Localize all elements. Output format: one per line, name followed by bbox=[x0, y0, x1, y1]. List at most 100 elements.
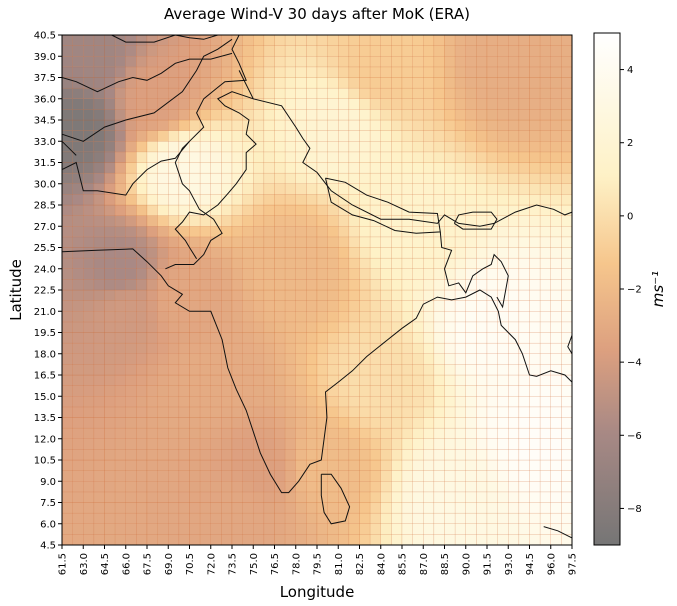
heatmap-cell bbox=[476, 512, 488, 524]
heatmap-cell bbox=[61, 374, 73, 386]
heatmap-cell bbox=[114, 215, 126, 227]
heatmap-cell bbox=[125, 87, 137, 99]
heatmap-cell bbox=[497, 342, 509, 354]
heatmap-cell bbox=[114, 311, 126, 323]
heatmap-cell bbox=[539, 523, 551, 535]
heatmap-cell bbox=[210, 141, 222, 153]
heatmap-cell bbox=[274, 332, 286, 344]
heatmap-cell bbox=[338, 438, 350, 450]
heatmap-cell bbox=[284, 162, 296, 174]
heatmap-cell bbox=[338, 162, 350, 174]
heatmap-cell bbox=[486, 34, 498, 46]
heatmap-cell bbox=[189, 162, 201, 174]
heatmap-cell bbox=[348, 523, 360, 535]
heatmap-cell bbox=[369, 427, 381, 439]
heatmap-cell bbox=[136, 215, 148, 227]
heatmap-cell bbox=[295, 385, 307, 397]
heatmap-cell bbox=[529, 481, 541, 493]
heatmap-cell bbox=[539, 406, 551, 418]
heatmap-cell bbox=[83, 321, 95, 333]
heatmap-cell bbox=[125, 396, 137, 408]
heatmap-cell bbox=[210, 77, 222, 89]
heatmap-cell bbox=[550, 512, 562, 524]
heatmap-cell bbox=[210, 502, 222, 514]
heatmap-cell bbox=[274, 268, 286, 280]
heatmap-cell bbox=[104, 87, 116, 99]
heatmap-cell bbox=[136, 396, 148, 408]
heatmap-cell bbox=[295, 427, 307, 439]
heatmap-cell bbox=[253, 204, 265, 216]
heatmap-cell bbox=[93, 56, 105, 68]
heatmap-cell bbox=[391, 427, 403, 439]
heatmap-cell bbox=[497, 56, 509, 68]
heatmap-cell bbox=[93, 247, 105, 259]
heatmap-cell bbox=[423, 226, 435, 238]
heatmap-cell bbox=[274, 109, 286, 121]
heatmap-cell bbox=[189, 470, 201, 482]
heatmap-cell bbox=[231, 247, 243, 259]
heatmap-cell bbox=[199, 162, 211, 174]
heatmap-cell bbox=[242, 427, 254, 439]
heatmap-cell bbox=[497, 183, 509, 195]
heatmap-cell bbox=[454, 268, 466, 280]
heatmap-cell bbox=[178, 481, 190, 493]
heatmap-cell bbox=[104, 162, 116, 174]
heatmap-cell bbox=[284, 534, 296, 546]
heatmap-cell bbox=[61, 342, 73, 354]
heatmap-cell bbox=[454, 342, 466, 354]
heatmap-cell bbox=[114, 491, 126, 503]
heatmap-cell bbox=[508, 374, 520, 386]
heatmap-cell bbox=[401, 247, 413, 259]
heatmap-cell bbox=[359, 45, 371, 57]
heatmap-cell bbox=[465, 449, 477, 461]
heatmap-cell bbox=[561, 427, 573, 439]
heatmap-cell bbox=[263, 215, 275, 227]
heatmap-cell bbox=[486, 311, 498, 323]
heatmap-cell bbox=[168, 109, 180, 121]
heatmap-cell bbox=[189, 109, 201, 121]
x-tick-label: 91.5 bbox=[483, 553, 494, 575]
heatmap-cell bbox=[476, 236, 488, 248]
heatmap-cell bbox=[221, 257, 233, 269]
heatmap-cell bbox=[539, 470, 551, 482]
heatmap-cell bbox=[529, 417, 541, 429]
heatmap-cell bbox=[125, 56, 137, 68]
heatmap-cell bbox=[295, 534, 307, 546]
heatmap-cell bbox=[263, 45, 275, 57]
heatmap-cell bbox=[401, 481, 413, 493]
heatmap-cell bbox=[72, 300, 84, 312]
heatmap-cell bbox=[253, 109, 265, 121]
heatmap-cell bbox=[391, 491, 403, 503]
heatmap-cell bbox=[274, 87, 286, 99]
heatmap-cell bbox=[104, 279, 116, 291]
heatmap-cell bbox=[561, 215, 573, 227]
heatmap-cell bbox=[253, 226, 265, 238]
heatmap-cell bbox=[412, 194, 424, 206]
heatmap-cell bbox=[263, 459, 275, 471]
heatmap-cell bbox=[104, 300, 116, 312]
heatmap-cell bbox=[423, 396, 435, 408]
heatmap-cell bbox=[391, 502, 403, 514]
heatmap-cell bbox=[316, 109, 328, 121]
heatmap-cell bbox=[412, 491, 424, 503]
heatmap-cell bbox=[210, 364, 222, 376]
heatmap-cell bbox=[61, 300, 73, 312]
heatmap-cell bbox=[242, 109, 254, 121]
heatmap-cell bbox=[412, 332, 424, 344]
heatmap-cell bbox=[454, 162, 466, 174]
heatmap-cell bbox=[401, 449, 413, 461]
heatmap-cell bbox=[359, 300, 371, 312]
heatmap-cell bbox=[391, 289, 403, 301]
heatmap-cell bbox=[284, 98, 296, 110]
heatmap-cell bbox=[253, 279, 265, 291]
heatmap-cell bbox=[189, 311, 201, 323]
heatmap-cell bbox=[465, 438, 477, 450]
heatmap-cell bbox=[529, 332, 541, 344]
heatmap-cell bbox=[210, 353, 222, 365]
heatmap-cell bbox=[412, 183, 424, 195]
heatmap-cell bbox=[284, 151, 296, 163]
heatmap-cell bbox=[529, 427, 541, 439]
heatmap-cell bbox=[423, 119, 435, 131]
heatmap-cell bbox=[189, 523, 201, 535]
x-tick-label: 61.5 bbox=[58, 553, 69, 575]
